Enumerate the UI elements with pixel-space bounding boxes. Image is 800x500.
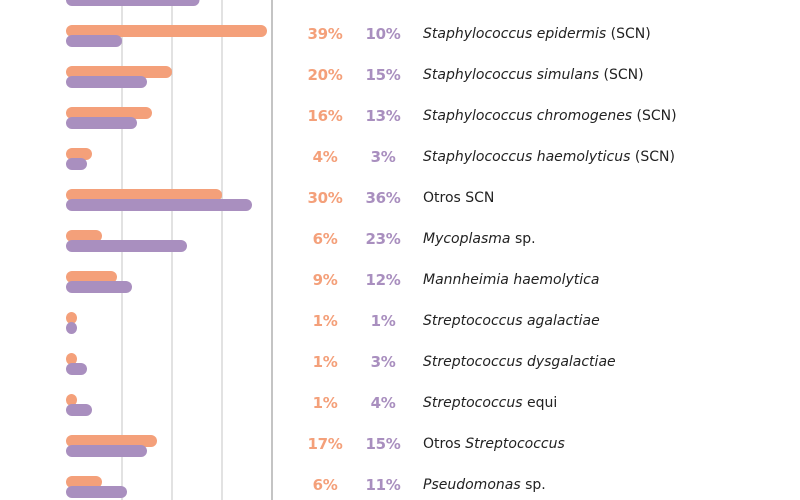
value-label-series-2: 36% — [365, 189, 400, 207]
bar-series-2 — [66, 363, 87, 375]
bar-series-1 — [66, 148, 92, 160]
category-label: Staphylococcus chromogenes (SCN) — [423, 108, 677, 124]
bar-series-1 — [66, 394, 77, 406]
category-label: Streptococcus agalactiae — [423, 313, 600, 329]
value-label-series-1: 9% — [313, 271, 338, 289]
bar-series-1 — [66, 189, 222, 201]
value-labels: 39% 10% 20% 15% 16% 13% 4% 3% 30% 36% 6% 23% 9% 12% 1%… — [307, 25, 401, 494]
bar-series-2 — [66, 404, 92, 416]
value-label-series-1: 1% — [313, 312, 338, 330]
bar-series-2 — [66, 281, 132, 293]
value-label-series-2: 10% — [365, 25, 400, 43]
value-label-series-1: 4% — [313, 148, 338, 166]
bar-partial — [66, 0, 200, 6]
value-label-series-2: 15% — [365, 66, 400, 84]
category-label: Otros Streptococcus — [423, 436, 565, 452]
value-label-series-2: 15% — [365, 435, 400, 453]
bar-series-1 — [66, 25, 267, 37]
value-label-series-1: 30% — [307, 189, 342, 207]
value-label-series-1: 39% — [307, 25, 342, 43]
category-label: Streptococcus equi — [423, 395, 557, 411]
value-label-series-2: 12% — [365, 271, 400, 289]
bar-series-2 — [66, 322, 77, 334]
bar-series-2 — [66, 35, 122, 47]
category-label: Staphylococcus epidermis (SCN) — [423, 26, 651, 42]
bar-series-2 — [66, 76, 147, 88]
bar-series-2 — [66, 117, 137, 129]
value-label-series-1: 17% — [307, 435, 342, 453]
category-label: Pseudomonas sp. — [423, 477, 546, 493]
value-label-series-1: 6% — [313, 230, 338, 248]
category-label: Staphylococcus simulans (SCN) — [423, 67, 644, 83]
bar-series-1 — [66, 107, 152, 119]
value-label-series-1: 6% — [313, 476, 338, 494]
bar-series-1 — [66, 353, 77, 365]
bar-series-1 — [66, 312, 77, 324]
bar-series-2 — [66, 445, 147, 457]
bar-series-1 — [66, 271, 117, 283]
category-label: Otros SCN — [423, 190, 494, 206]
value-label-series-2: 4% — [371, 394, 396, 412]
value-label-series-2: 1% — [371, 312, 396, 330]
value-label-series-1: 1% — [313, 394, 338, 412]
bar-series-2 — [66, 240, 187, 252]
category-label: Mycoplasma sp. — [423, 231, 536, 247]
bar-series-1 — [66, 230, 102, 242]
value-label-series-1: 16% — [307, 107, 342, 125]
value-label-series-2: 3% — [371, 353, 396, 371]
value-label-series-2: 3% — [371, 148, 396, 166]
category-label: Streptococcus dysgalactiae — [423, 354, 616, 370]
bar-series-1 — [66, 435, 157, 447]
value-label-series-1: 1% — [313, 353, 338, 371]
bar-series-2 — [66, 158, 87, 170]
bar-series-2 — [66, 199, 252, 211]
bar-series-2 — [66, 486, 127, 498]
bar-series-1 — [66, 66, 172, 78]
value-label-series-1: 20% — [307, 66, 342, 84]
value-label-series-2: 11% — [365, 476, 400, 494]
bars — [66, 0, 267, 498]
value-label-series-2: 23% — [365, 230, 400, 248]
category-labels: Staphylococcus epidermis (SCN) Staphyloco… — [423, 26, 677, 493]
value-label-series-2: 13% — [365, 107, 400, 125]
category-label: Staphylococcus haemolyticus (SCN) — [423, 149, 675, 165]
bar-series-1 — [66, 476, 102, 488]
category-label: Mannheimia haemolytica — [423, 272, 599, 288]
